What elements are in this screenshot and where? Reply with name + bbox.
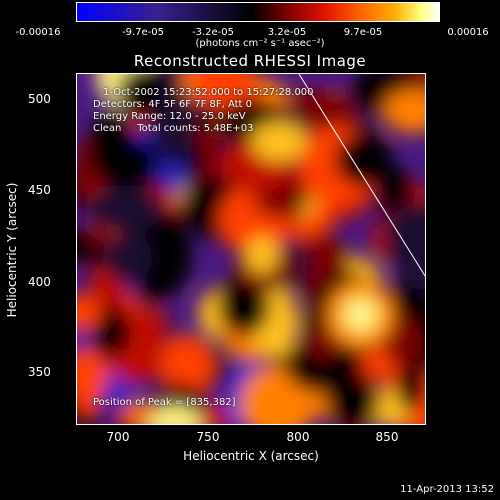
- image-blob: [90, 227, 112, 248]
- solar-limb-line: [298, 74, 425, 277]
- image-blob: [151, 109, 193, 166]
- image-blob: [251, 121, 307, 162]
- image-blob: [190, 74, 256, 109]
- image-blob: [143, 405, 203, 424]
- image-blob: [159, 334, 215, 397]
- image-blob: [217, 273, 270, 336]
- image-blob: [294, 87, 321, 113]
- image-blob: [382, 203, 425, 275]
- image-blob: [117, 74, 165, 118]
- peak-blob: [348, 302, 373, 327]
- image-blob: [395, 355, 425, 412]
- x-tick: 850: [375, 430, 399, 444]
- image-blob: [77, 348, 109, 402]
- y-tick: 400: [28, 275, 51, 289]
- image-blob: [326, 377, 380, 424]
- colorbar-tick: 0.00016: [447, 27, 489, 38]
- timestamp: 11-Apr-2013 13:52: [400, 484, 494, 495]
- image-blob: [77, 294, 102, 332]
- x-tick: 750: [196, 430, 220, 444]
- colorbar-tick: -3.2e-05: [192, 27, 234, 38]
- y-tick: 450: [28, 183, 51, 197]
- y-tick: 350: [28, 365, 51, 379]
- x-tick: 700: [106, 430, 130, 444]
- colorbar-tick: 3.2e-05: [267, 27, 307, 38]
- energy-range-text: Energy Range: 12.0 - 25.0 keV: [93, 111, 246, 122]
- image-blob: [131, 399, 155, 424]
- image-blob: [102, 232, 153, 285]
- image-blob: [383, 88, 425, 134]
- image-blob: [109, 348, 164, 384]
- image-blob: [85, 185, 164, 233]
- image-blob: [335, 133, 393, 187]
- y-tick: 500: [28, 92, 51, 106]
- colorbar-tick: 9.7e-05: [343, 27, 383, 38]
- colorbar-tick: -0.00016: [15, 27, 61, 38]
- method-counts-text: Clean Total counts: 5.48E+03: [93, 123, 254, 134]
- chart-title: Reconstructed RHESSI Image: [133, 52, 367, 70]
- image-blob: [385, 316, 423, 369]
- peak-position-text: Position of Peak = [835,382]: [93, 397, 236, 408]
- image-blob: [306, 327, 338, 360]
- colorbar-tick: -9.7e-05: [122, 27, 164, 38]
- detectors-text: Detectors: 4F 5F 6F 7F 8F, Att 0: [93, 99, 253, 110]
- x-tick: 800: [286, 430, 310, 444]
- x-axis-label: Heliocentric X (arcsec): [183, 449, 319, 463]
- time-range-text: 1-Oct-2002 15:23:52.000 to 15:27:28.000: [103, 87, 314, 98]
- colorbar-unit: (photons cm⁻² s⁻¹ asec⁻²): [195, 38, 325, 49]
- y-axis-label: Heliocentric Y (arcsec): [5, 182, 19, 318]
- heatmap-image: [77, 74, 425, 424]
- image-plot-area: 1-Oct-2002 15:23:52.000 to 15:27:28.000 …: [76, 73, 426, 425]
- image-blob: [244, 236, 279, 274]
- colorbar: [76, 2, 440, 22]
- image-blob: [104, 117, 133, 165]
